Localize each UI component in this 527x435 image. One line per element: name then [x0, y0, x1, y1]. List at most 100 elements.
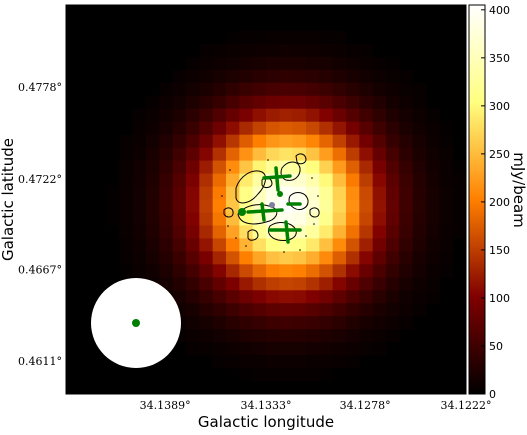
- heatmap-cell: [132, 186, 147, 200]
- heatmap-cell: [412, 121, 427, 136]
- heatmap-cell: [119, 160, 134, 174]
- heatmap-cell: [319, 277, 334, 291]
- heatmap-cell: [399, 277, 414, 291]
- heatmap-cell: [226, 277, 240, 291]
- heatmap-cell: [412, 303, 427, 317]
- heatmap-cell: [266, 329, 280, 343]
- heatmap-cell: [199, 199, 214, 213]
- heatmap-cell: [426, 277, 440, 291]
- heatmap-cell: [346, 173, 360, 187]
- heatmap-cell: [186, 199, 200, 213]
- colorbar-tick-label: 150: [489, 244, 510, 257]
- heatmap-cell: [199, 43, 214, 58]
- heatmap-cell: [346, 225, 360, 239]
- heatmap-cell: [212, 121, 227, 136]
- heatmap-cell: [266, 303, 280, 317]
- heatmap-cell: [132, 199, 147, 213]
- heatmap-cell: [266, 108, 280, 123]
- heatmap-cell: [399, 121, 414, 136]
- heatmap-cell: [186, 82, 200, 97]
- x-axis-ticks: 34.1389° 34.1333° 34.1278° 34.1222°: [140, 389, 492, 412]
- heatmap-cell: [172, 264, 187, 278]
- contour-line: [309, 207, 320, 218]
- heatmap-cell: [292, 186, 307, 200]
- heatmap-cell: [159, 199, 174, 213]
- heatmap-cell: [226, 212, 240, 226]
- heatmap-cell: [319, 134, 334, 149]
- heatmap-cell: [426, 173, 440, 187]
- heatmap-cell: [439, 238, 454, 252]
- heatmap-cell: [292, 199, 307, 213]
- heatmap-cell: [386, 303, 400, 317]
- heatmap-cell: [372, 95, 387, 110]
- heatmap-cell: [306, 212, 320, 226]
- heatmap-cell: [186, 225, 200, 239]
- heatmap-cell: [159, 251, 174, 265]
- heatmap-cell: [306, 82, 320, 97]
- heatmap-cell: [412, 264, 427, 278]
- heatmap-cell: [332, 225, 347, 239]
- x-tick-label: 34.1222°: [441, 399, 492, 412]
- heatmap-cell: [226, 303, 240, 317]
- heatmap-cell: [319, 82, 334, 97]
- heatmap-cell: [159, 95, 174, 110]
- heatmap-cell: [239, 238, 254, 252]
- heatmap-cell: [226, 186, 240, 200]
- heatmap-cell: [266, 316, 280, 330]
- heatmap-cell: [386, 173, 400, 187]
- heatmap-cell: [226, 69, 240, 84]
- heatmap-cell: [212, 160, 227, 174]
- heatmap-cell: [226, 264, 240, 278]
- heatmap-cell: [332, 277, 347, 291]
- heatmap-cell: [319, 264, 334, 278]
- heatmap-cell: [452, 212, 467, 226]
- heatmap-cell: [252, 316, 267, 330]
- heatmap-cell: [306, 173, 320, 187]
- heatmap-cell: [372, 277, 387, 291]
- peak-marker: [269, 202, 275, 208]
- heatmap-cell: [346, 69, 360, 84]
- colorbar-tick-label: 400: [489, 4, 510, 17]
- heatmap-cell: [359, 264, 374, 278]
- heatmap-cell: [426, 251, 440, 265]
- contour-fragment: [221, 195, 223, 197]
- heatmap-cell: [199, 186, 214, 200]
- colorbar-tick-label: 200: [489, 196, 510, 209]
- heatmap-cell: [266, 30, 280, 45]
- contour-fragment: [267, 159, 269, 161]
- heatmap-cell: [106, 199, 120, 213]
- heatmap-cell: [412, 82, 427, 97]
- heatmap-cell: [279, 329, 294, 343]
- heatmap-cell: [212, 186, 227, 200]
- heatmap-cell: [226, 82, 240, 97]
- heatmap-cell: [106, 212, 120, 226]
- heatmap-cell: [159, 238, 174, 252]
- heatmap-cell: [372, 134, 387, 149]
- heatmap-cell: [279, 251, 294, 265]
- heatmap-cell: [199, 251, 214, 265]
- heatmap-cell: [239, 251, 254, 265]
- heatmap-cell: [186, 134, 200, 149]
- heatmap-cell: [332, 290, 347, 304]
- heatmap-cell: [412, 212, 427, 226]
- heatmap-cell: [199, 69, 214, 84]
- heatmap-cell: [279, 368, 294, 382]
- heatmap-cell: [452, 225, 467, 239]
- heatmap-cell: [359, 277, 374, 291]
- heatmap-cell: [279, 160, 294, 174]
- heatmap-cell: [119, 264, 134, 278]
- heatmap-cell: [159, 147, 174, 161]
- heatmap-cell: [306, 264, 320, 278]
- heatmap-cell: [332, 342, 347, 356]
- heatmap-cell: [372, 225, 387, 239]
- heatmap-cell: [306, 69, 320, 84]
- heatmap-cell: [239, 329, 254, 343]
- heatmap-cell: [159, 264, 174, 278]
- heatmap-cell: [172, 290, 187, 304]
- heatmap-cell: [226, 251, 240, 265]
- heatmap-cell: [186, 342, 200, 356]
- heatmap-cell: [359, 108, 374, 123]
- heatmap-cell: [346, 251, 360, 265]
- heatmap-cell: [292, 264, 307, 278]
- heatmap-cell: [332, 329, 347, 343]
